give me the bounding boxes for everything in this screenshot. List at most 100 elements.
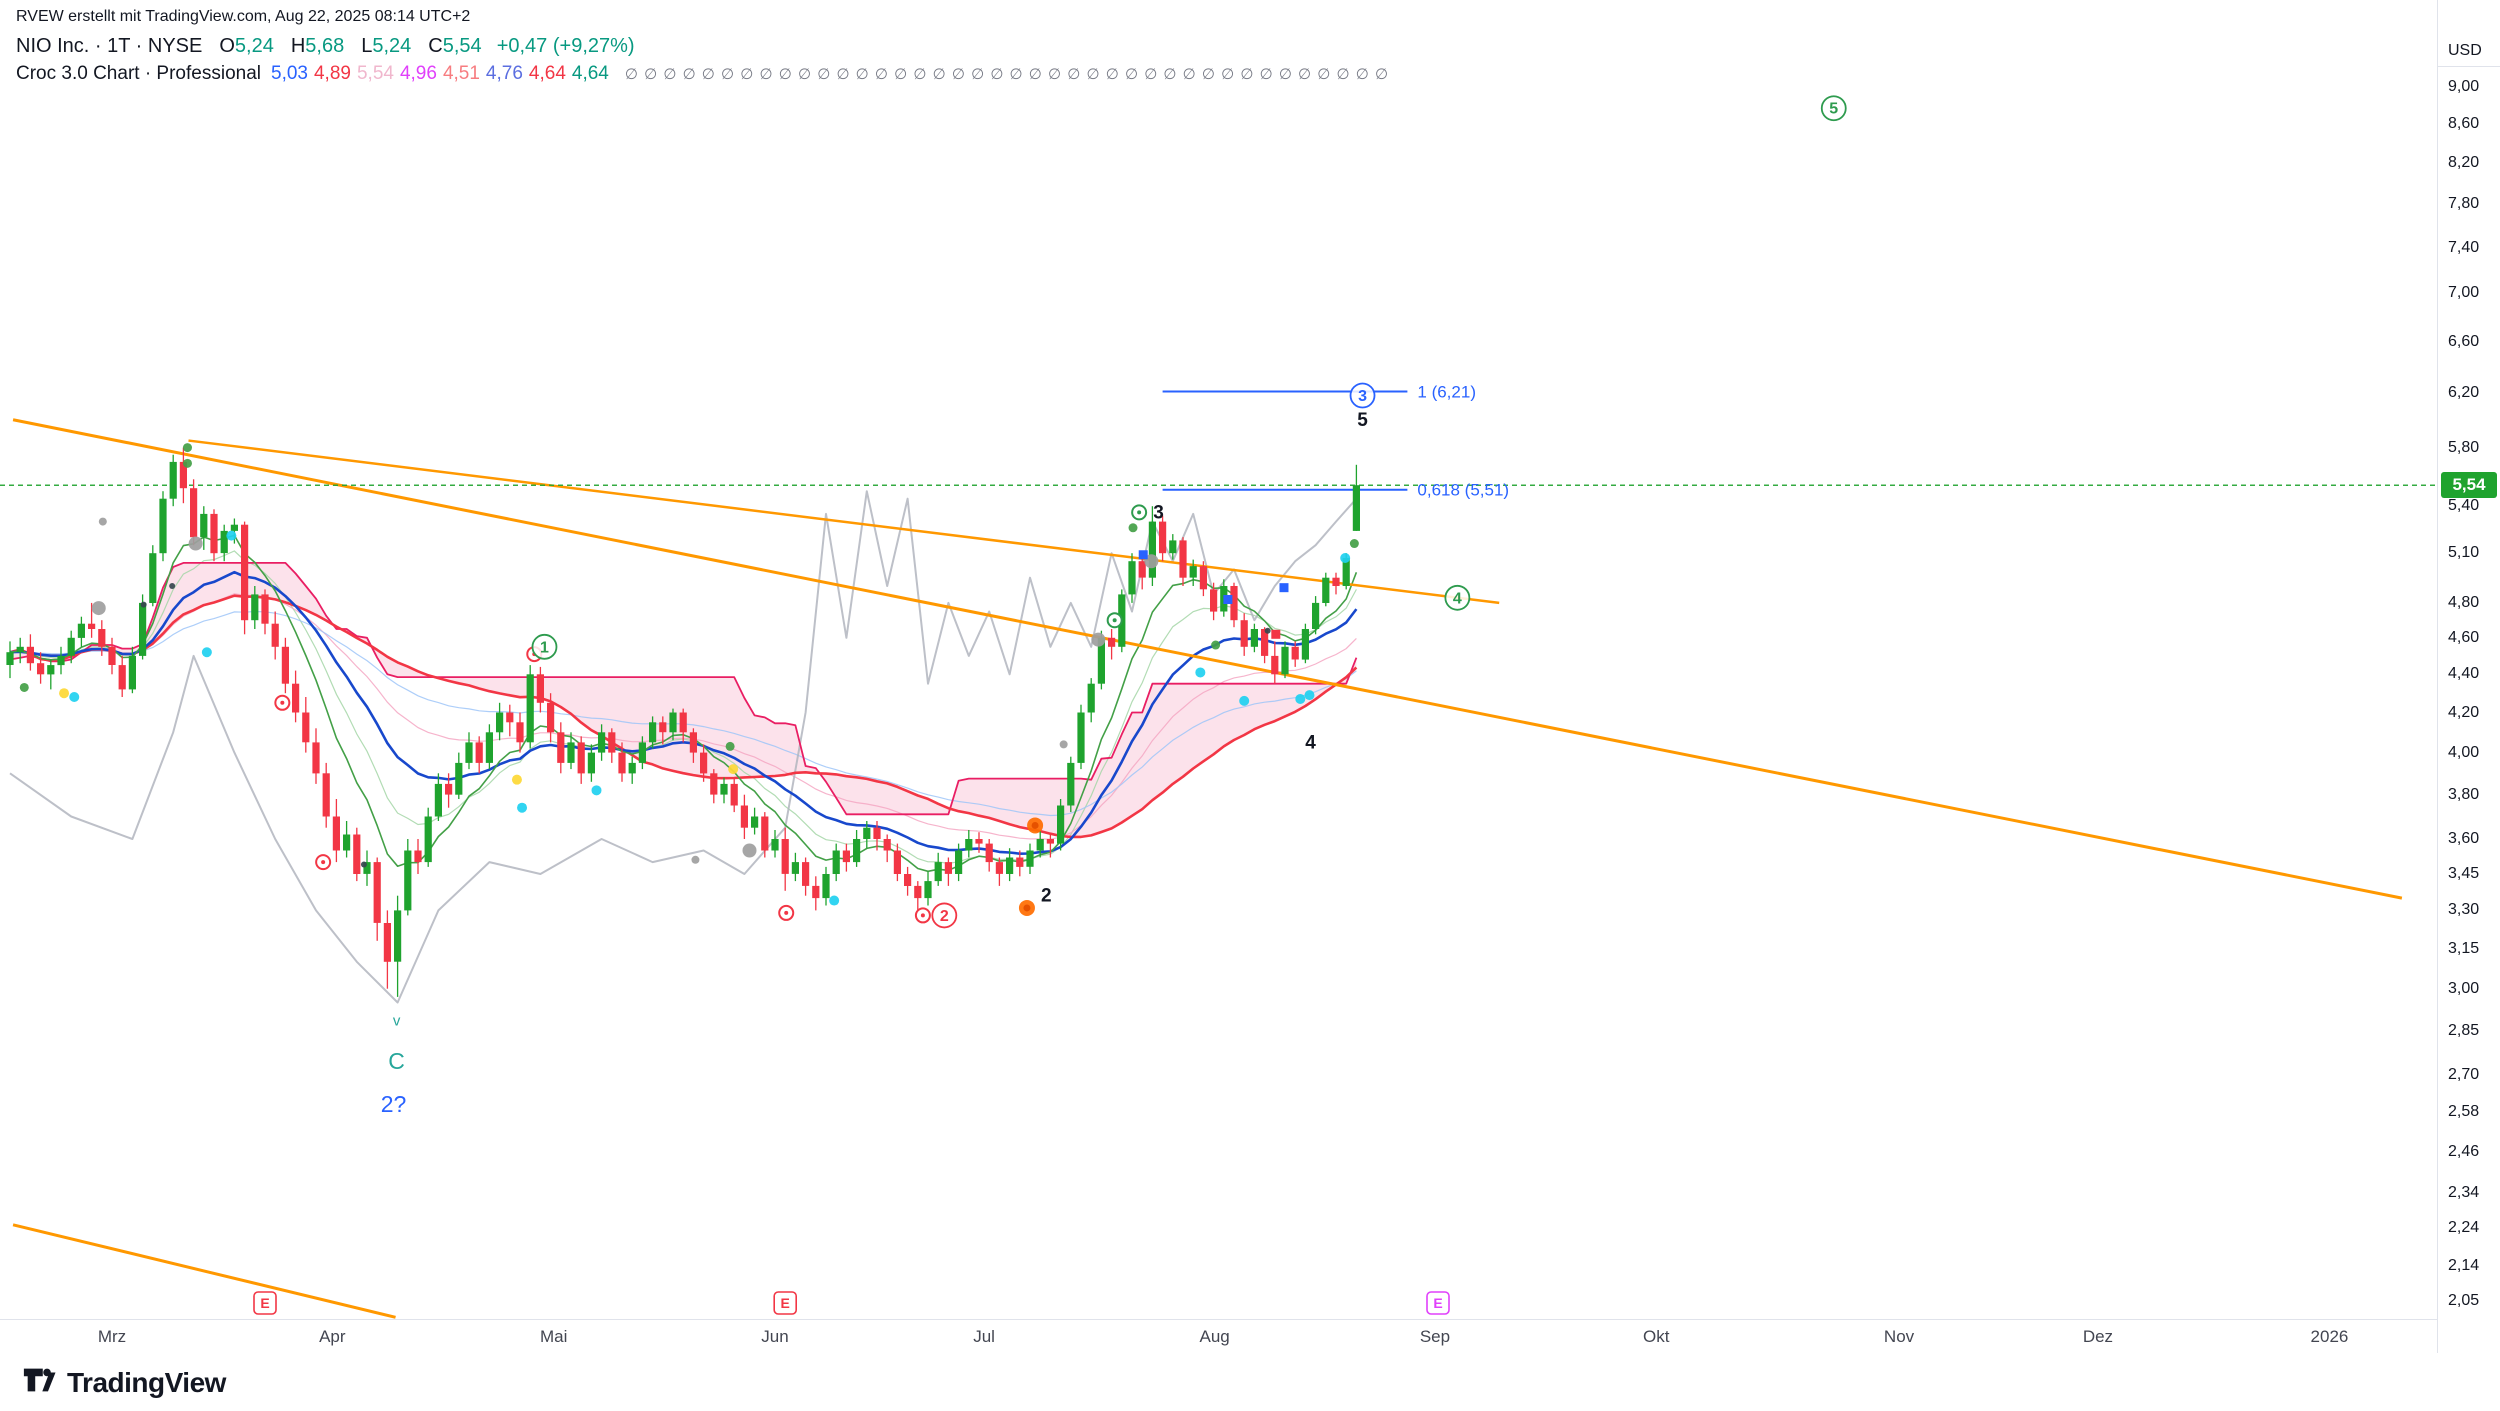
candle-body bbox=[1230, 586, 1238, 621]
candle-body bbox=[679, 712, 687, 733]
candle-body bbox=[1271, 655, 1279, 675]
time-axis-tick: Okt bbox=[1643, 1327, 1670, 1346]
candle-body bbox=[261, 594, 269, 624]
signal-dot-gray bbox=[691, 855, 700, 864]
candle-body bbox=[1128, 561, 1136, 595]
wave-label-text[interactable]: 5 bbox=[1357, 410, 1368, 431]
candle-body bbox=[1312, 602, 1320, 629]
candle-body bbox=[1250, 629, 1258, 647]
wave-label-circle[interactable] bbox=[1820, 95, 1847, 122]
earnings-badge[interactable] bbox=[773, 1291, 798, 1315]
indicator-legend[interactable]: Croc 3.0 Chart · Professional 5,03 4,89 5,… bbox=[16, 63, 1389, 85]
candle-body bbox=[1108, 637, 1116, 647]
candle-body bbox=[536, 674, 544, 703]
signal-dot-gray_lg bbox=[742, 843, 757, 858]
candle-body bbox=[57, 655, 65, 666]
tradingview-logo[interactable] bbox=[22, 1365, 56, 1400]
signal-dot-green bbox=[1128, 523, 1138, 533]
time-axis-tick: Apr bbox=[319, 1327, 346, 1346]
wave-label-circle[interactable] bbox=[1444, 584, 1471, 611]
trendline[interactable] bbox=[12, 1223, 396, 1319]
ohlc-high: H5,68 bbox=[290, 35, 345, 57]
donchian-mid-line bbox=[9, 562, 1358, 816]
price-axis-tick: 5,80 bbox=[2448, 438, 2480, 456]
chart-canvas[interactable]: 1 (6,21) 0,618 (5,51) 5 3 5 4 1 2 3 4 2 v C 2? E E E bbox=[0, 0, 2437, 1319]
earnings-badge[interactable] bbox=[1426, 1291, 1450, 1315]
candle-body bbox=[1159, 521, 1167, 554]
chart-header: RVEW erstellt mit TradingView.com, Aug 2… bbox=[16, 8, 1389, 85]
candle-body bbox=[241, 524, 249, 621]
price-change: +0,47 (+9,27%) bbox=[496, 35, 635, 57]
candle-body bbox=[740, 805, 748, 828]
chart-pane[interactable]: 1 (6,21) 0,618 (5,51) 5 3 5 4 1 2 3 4 2 v C 2? E E E RVE… bbox=[0, 0, 2437, 1319]
indicator-value: 4,89 bbox=[313, 63, 351, 84]
candle-body bbox=[761, 816, 769, 851]
wave-label-text[interactable]: 3 bbox=[1153, 502, 1164, 523]
candle-body bbox=[414, 850, 422, 863]
price-axis-tick: 5,40 bbox=[2448, 497, 2480, 515]
candle-body bbox=[363, 862, 371, 874]
trendline[interactable] bbox=[12, 418, 2403, 900]
signal-dot-green bbox=[725, 741, 735, 751]
candle-body bbox=[1342, 558, 1350, 586]
price-axis[interactable]: USD 5,54 9,00 8,60 8,20 7,80 7,40 7,00 6,60 6,2… bbox=[2437, 0, 2500, 1353]
wave-label-circle[interactable] bbox=[531, 633, 558, 660]
candle-body bbox=[1291, 646, 1299, 660]
candle-body bbox=[485, 732, 493, 763]
earnings-badge[interactable] bbox=[253, 1291, 277, 1315]
signal-dot-orange-core bbox=[1023, 904, 1031, 912]
price-axis-tick: 3,60 bbox=[2448, 830, 2480, 848]
wave-label-text[interactable]: 2? bbox=[381, 1091, 407, 1117]
signal-ring-dot bbox=[1112, 618, 1117, 623]
price-axis-tick: 6,20 bbox=[2448, 383, 2480, 401]
candle-body bbox=[557, 732, 565, 763]
ohlc-close: C5,54 bbox=[428, 35, 482, 57]
price-axis-tick: 2,85 bbox=[2448, 1021, 2480, 1039]
candle-body bbox=[322, 773, 330, 817]
time-axis-tick: Jul bbox=[973, 1327, 995, 1346]
signal-dot-black bbox=[360, 861, 367, 868]
candle-body bbox=[26, 646, 34, 664]
candle-body bbox=[496, 712, 504, 733]
wave-label-circle[interactable] bbox=[931, 902, 958, 929]
candle-body bbox=[975, 839, 983, 844]
candle-body bbox=[434, 783, 442, 817]
candle-body bbox=[649, 722, 657, 743]
time-axis-tick: Dez bbox=[2082, 1327, 2114, 1346]
signal-dot-cyan bbox=[69, 692, 80, 703]
candle-body bbox=[149, 553, 157, 603]
wave-label-text[interactable]: C bbox=[388, 1048, 405, 1074]
symbol-legend[interactable]: NIO Inc. · 1T · NYSE O5,24 H5,68 L5,24 C… bbox=[16, 35, 1389, 58]
candle-body bbox=[292, 683, 300, 713]
candle-body bbox=[108, 646, 116, 665]
wave-label-text[interactable]: 2 bbox=[1041, 886, 1052, 907]
candle-body bbox=[659, 722, 667, 733]
candle-body bbox=[128, 655, 136, 690]
signal-dot-cyan bbox=[1304, 690, 1315, 701]
time-axis[interactable]: Mrz Apr Mai Jun Jul Aug Sep Okt Nov Dez 2026 bbox=[0, 1319, 2500, 1354]
signal-dot-green bbox=[19, 682, 29, 692]
candle-body bbox=[516, 722, 524, 743]
indicator-title[interactable]: Croc 3.0 Chart · Professional bbox=[16, 63, 261, 84]
trendline[interactable] bbox=[188, 439, 1500, 605]
candle-body bbox=[547, 702, 555, 733]
candle-body bbox=[1046, 839, 1054, 844]
wave-label-text[interactable]: v bbox=[393, 1012, 401, 1029]
symbol-title[interactable]: NIO Inc. · 1T · NYSE bbox=[16, 35, 203, 57]
signal-ring-dot bbox=[1137, 510, 1142, 515]
wave-label-text[interactable]: 4 bbox=[1305, 732, 1316, 753]
candle-body bbox=[842, 850, 850, 863]
candle-body bbox=[6, 652, 14, 665]
signal-square bbox=[1223, 595, 1233, 605]
ohlc-open: O5,24 bbox=[219, 35, 274, 57]
signal-dot-cyan bbox=[1239, 695, 1250, 706]
candle-body bbox=[1199, 566, 1207, 590]
candle-body bbox=[353, 834, 361, 874]
earnings-badge-letter: E bbox=[1433, 1295, 1442, 1311]
indicator-value: 4,64 bbox=[528, 63, 566, 84]
wave-label-circle[interactable] bbox=[1349, 382, 1376, 409]
candle-body bbox=[832, 850, 840, 874]
tradingview-brand-text[interactable]: TradingView bbox=[67, 1366, 226, 1398]
candle-body bbox=[873, 827, 881, 839]
